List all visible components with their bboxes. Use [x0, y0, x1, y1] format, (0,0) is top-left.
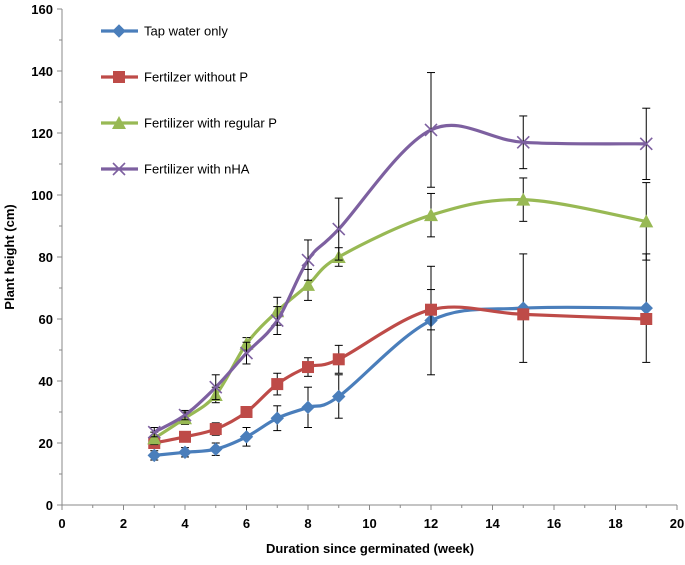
x-tick-label: 12 [424, 516, 438, 531]
data-point [270, 313, 284, 328]
y-tick-label: 120 [31, 126, 53, 141]
marker-stroke [239, 346, 254, 360]
series-1 [147, 253, 653, 463]
y-tick-label: 40 [39, 374, 53, 389]
data-point [178, 445, 192, 460]
series-2 [148, 289, 653, 449]
data-point [424, 208, 438, 222]
marker-stroke [424, 123, 438, 137]
series-line [154, 305, 647, 457]
data-point [516, 192, 531, 206]
legend-marker [112, 24, 126, 38]
series-4 [147, 72, 653, 439]
marker-stroke [639, 137, 653, 151]
marker-stroke [516, 135, 530, 149]
data-point [517, 308, 530, 321]
data-point [332, 222, 346, 236]
data-point [639, 301, 653, 315]
data-point [271, 378, 284, 391]
data-point [179, 430, 191, 443]
data-point [301, 400, 315, 415]
y-tick-label: 140 [31, 64, 53, 79]
legend-entry-4: Fertilizer with nHA [101, 162, 250, 177]
x-tick-label: 14 [485, 516, 500, 531]
legend-label: Fertilizer with regular P [144, 116, 277, 131]
data-point [425, 303, 437, 316]
marker-stroke [178, 408, 192, 422]
y-tick-label: 100 [31, 188, 53, 203]
legend-label: Fertilizer with nHA [144, 162, 250, 177]
data-point [240, 406, 253, 418]
data-point [209, 423, 222, 436]
data-point [332, 389, 346, 404]
x-tick-label: 4 [181, 516, 189, 531]
marker-stroke [301, 253, 315, 267]
data-point [209, 442, 223, 456]
legend-entry-2: Fertilzer without P [101, 70, 248, 85]
series-3 [147, 177, 654, 446]
marker-stroke [209, 380, 223, 394]
legend-marker [112, 162, 126, 176]
data-point [178, 408, 192, 422]
data-point [639, 137, 653, 151]
data-point [424, 123, 438, 137]
series-line [153, 197, 647, 440]
data-point [209, 380, 223, 394]
legend-entry-3: Fertilizer with regular P [101, 116, 277, 131]
data-point [301, 253, 315, 267]
data-point [301, 277, 315, 291]
x-tick-label: 16 [547, 516, 561, 531]
marker-stroke [112, 162, 126, 176]
legend-marker [113, 71, 125, 83]
x-tick-label: 8 [304, 516, 311, 531]
y-tick-label: 20 [39, 436, 53, 451]
y-tick-label: 0 [46, 498, 53, 513]
x-tick-label: 2 [120, 516, 127, 531]
y-tick-label: 60 [39, 312, 53, 327]
data-point [516, 135, 530, 149]
data-point [239, 346, 254, 360]
data-point [147, 448, 161, 463]
data-point [270, 411, 284, 425]
marker-stroke [270, 313, 284, 328]
x-axis-title: Duration since germinated (week) [266, 541, 474, 556]
x-tick-label: 6 [243, 516, 250, 531]
y-tick-label: 160 [31, 2, 53, 17]
data-point [239, 430, 254, 444]
data-point [302, 361, 314, 374]
marker-stroke [147, 425, 161, 439]
y-tick-label: 80 [39, 250, 53, 265]
data-point [147, 431, 162, 445]
legend-marker [112, 116, 126, 129]
legend-entry-1: Tap water only [101, 24, 228, 39]
y-axis-title: Plant height (cm) [2, 204, 17, 309]
x-tick-label: 10 [362, 516, 376, 531]
data-point [640, 313, 653, 325]
data-point [332, 353, 345, 366]
marker-stroke [332, 222, 346, 236]
x-tick-label: 20 [670, 516, 684, 531]
legend-label: Tap water only [144, 24, 228, 39]
x-tick-label: 0 [58, 516, 65, 531]
data-point [147, 425, 161, 439]
x-tick-label: 18 [608, 516, 622, 531]
legend-label: Fertilzer without P [144, 70, 248, 85]
data-point [639, 214, 654, 228]
